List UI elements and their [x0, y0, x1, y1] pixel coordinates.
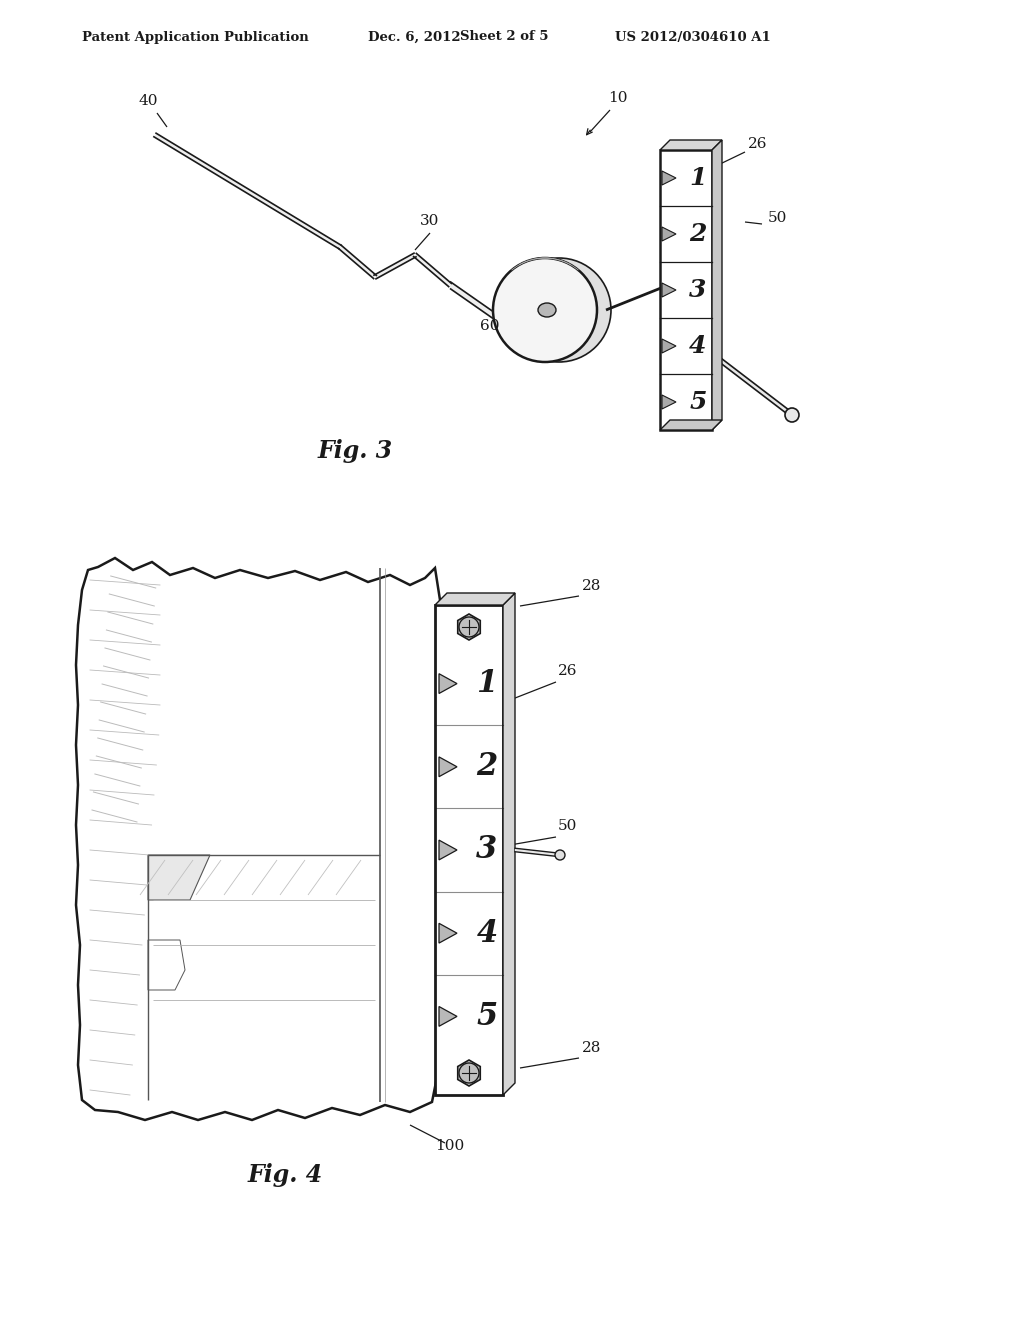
- Text: 5: 5: [476, 1001, 498, 1032]
- Polygon shape: [439, 756, 457, 776]
- Text: 26: 26: [558, 664, 578, 678]
- Polygon shape: [148, 940, 185, 990]
- Circle shape: [459, 616, 479, 638]
- Polygon shape: [662, 172, 676, 185]
- Text: Sheet 2 of 5: Sheet 2 of 5: [460, 30, 549, 44]
- Polygon shape: [374, 253, 416, 279]
- Text: 40: 40: [138, 94, 158, 108]
- Polygon shape: [154, 133, 341, 248]
- Text: 60: 60: [480, 319, 500, 333]
- Text: 3: 3: [689, 279, 707, 302]
- Ellipse shape: [538, 304, 556, 317]
- Text: Fig. 4: Fig. 4: [248, 1163, 323, 1187]
- Polygon shape: [148, 855, 210, 900]
- Polygon shape: [458, 614, 480, 640]
- Text: US 2012/0304610 A1: US 2012/0304610 A1: [615, 30, 771, 44]
- Polygon shape: [662, 282, 676, 297]
- Circle shape: [785, 408, 799, 422]
- Polygon shape: [439, 673, 457, 693]
- Text: 28: 28: [582, 1041, 601, 1055]
- Text: 5: 5: [689, 389, 707, 414]
- Text: 2: 2: [476, 751, 498, 783]
- Circle shape: [555, 850, 565, 861]
- Polygon shape: [662, 227, 676, 242]
- Circle shape: [507, 257, 611, 362]
- Polygon shape: [439, 923, 457, 942]
- Text: 28: 28: [582, 579, 601, 593]
- Text: Patent Application Publication: Patent Application Publication: [82, 30, 309, 44]
- Text: 10: 10: [608, 91, 628, 106]
- Text: Fig. 3: Fig. 3: [317, 440, 392, 463]
- Polygon shape: [503, 593, 515, 1096]
- Polygon shape: [339, 246, 377, 279]
- Text: 1: 1: [689, 166, 707, 190]
- Bar: [435, 605, 503, 1096]
- Circle shape: [459, 1063, 479, 1082]
- Polygon shape: [660, 420, 722, 430]
- Polygon shape: [439, 840, 457, 859]
- Polygon shape: [414, 253, 452, 286]
- Circle shape: [493, 257, 597, 362]
- Polygon shape: [662, 395, 676, 409]
- Text: 50: 50: [558, 818, 578, 833]
- Text: 30: 30: [420, 214, 439, 228]
- Polygon shape: [458, 1060, 480, 1086]
- Polygon shape: [662, 339, 676, 352]
- Text: 2: 2: [689, 222, 707, 246]
- Polygon shape: [439, 1007, 457, 1027]
- Polygon shape: [719, 358, 794, 417]
- Text: 50: 50: [768, 211, 787, 224]
- Text: 4: 4: [476, 917, 498, 949]
- Text: 26: 26: [748, 137, 768, 150]
- Text: 3: 3: [476, 834, 498, 866]
- Polygon shape: [76, 558, 442, 1119]
- Text: 1: 1: [476, 668, 498, 700]
- Polygon shape: [435, 593, 515, 605]
- Polygon shape: [515, 849, 560, 857]
- Text: Dec. 6, 2012: Dec. 6, 2012: [368, 30, 461, 44]
- Polygon shape: [712, 140, 722, 430]
- Polygon shape: [660, 140, 722, 150]
- Bar: [660, 150, 712, 430]
- Text: 4: 4: [689, 334, 707, 358]
- Text: 100: 100: [435, 1139, 465, 1152]
